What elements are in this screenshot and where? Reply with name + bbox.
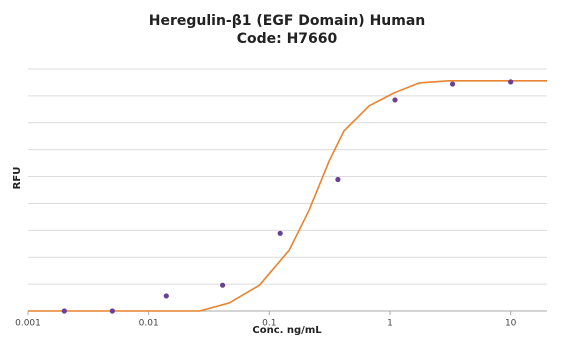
fit-curve [28, 80, 547, 312]
x-axis-label: Conc. ng/mL [252, 325, 322, 336]
y-axis-label: RFU [12, 167, 23, 190]
data-point [61, 308, 67, 314]
data-point [392, 97, 398, 103]
data-point [508, 79, 514, 85]
data-point [109, 308, 115, 314]
x-tick-label: 1 [387, 319, 393, 329]
x-tick-label: 0.001 [15, 319, 41, 329]
data-point [449, 81, 456, 87]
data-point [220, 282, 226, 288]
x-tick-label: 0.1 [262, 319, 276, 329]
x-tick-label: 0.01 [139, 319, 159, 329]
data-point [163, 293, 169, 299]
x-tick-label: 10 [505, 319, 517, 329]
data-point [277, 230, 283, 236]
data-point [335, 176, 341, 183]
chart-title: Heregulin-β1 (EGF Domain) Human [149, 13, 426, 29]
chart-title: Code: H7660 [237, 31, 338, 47]
